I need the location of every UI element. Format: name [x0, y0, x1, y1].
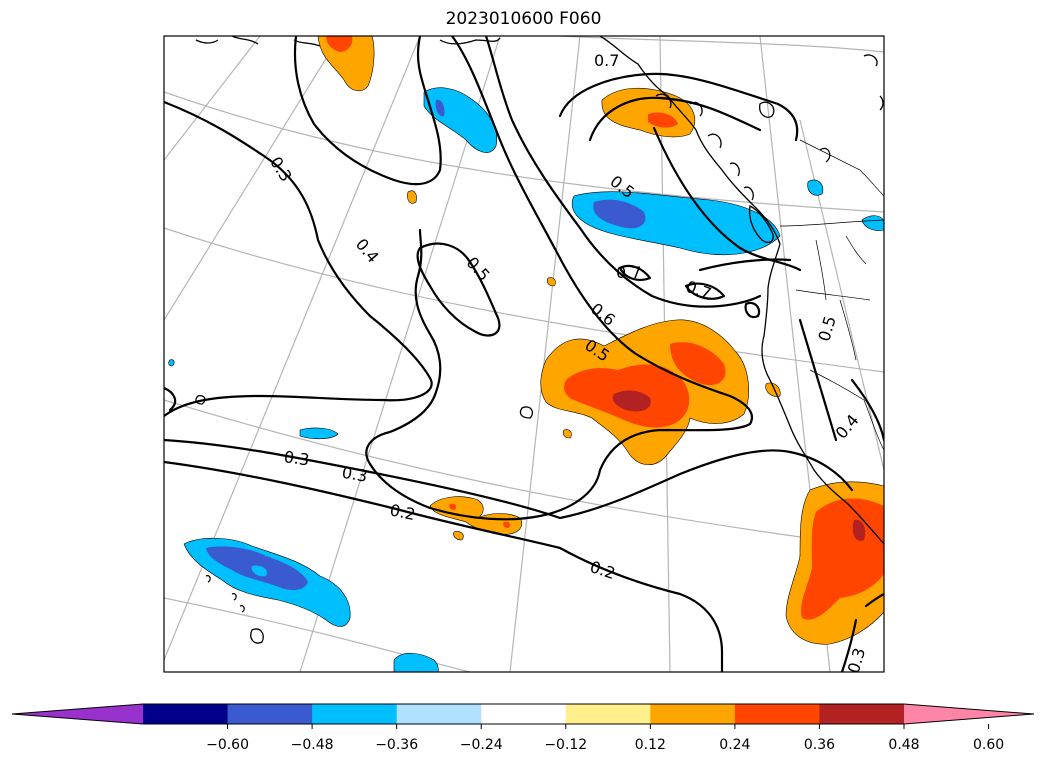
colorbar-ticks: −0.60 −0.48 −0.36 −0.24 −0.12 0.12 0.24 0.36 0.4…: [206, 724, 1004, 753]
colorbar-tick-label: 0.36: [804, 737, 835, 753]
map-title: 2023010600 F060: [445, 9, 602, 29]
shaded-anomalies: [168, 36, 884, 672]
colorbar-segment: [734, 704, 820, 724]
contour-label: 0.5: [814, 314, 839, 344]
colorbar-tick-label: −0.12: [544, 737, 587, 753]
colorbar-segment: [819, 704, 905, 724]
colorbar-segment: [227, 704, 313, 724]
colorbar-segment: [481, 704, 567, 724]
colorbar-tick-label: 0.24: [719, 737, 750, 753]
colorbar: −0.60 −0.48 −0.36 −0.24 −0.12 0.12 0.24 0.36 0.4…: [11, 703, 1035, 753]
colorbar-segment: [650, 704, 736, 724]
colorbar-tick-label: 0.48: [888, 737, 919, 753]
contour-label: 0.3: [283, 447, 311, 469]
map-frame: [163, 35, 885, 673]
colorbar-tick-label: −0.36: [375, 737, 418, 753]
colorbar-segment: [565, 704, 651, 724]
colorbar-tick-label: −0.60: [206, 737, 249, 753]
contour-label: 0.3: [340, 463, 368, 486]
colorbar-segment: [143, 704, 229, 724]
colorbar-segments: [11, 703, 1035, 725]
colorbar-tick-label: 0.60: [973, 737, 1004, 753]
coastlines: [195, 36, 884, 644]
contour-label: 0.2: [588, 557, 618, 583]
political-borders: [779, 139, 884, 451]
contour-label: 0.7: [616, 263, 641, 282]
colorbar-tick-label: −0.48: [291, 737, 334, 753]
colorbar-extend-low: [12, 704, 143, 724]
colorbar-extend-high: [904, 704, 1034, 724]
contour-label: 0.6: [587, 299, 619, 330]
colorbar-segment: [312, 704, 398, 724]
contour-label: 0.2: [388, 500, 417, 524]
map-area: 0.7 0.3 0.4 0.5 0.5 0.6 0.5 0.7 0.7 0.5 …: [164, 36, 884, 672]
contour-lines: [164, 36, 884, 672]
contour-label: 0.4: [352, 235, 383, 267]
colorbar-tick-label: −0.24: [460, 737, 503, 753]
colorbar-tick-label: 0.12: [635, 737, 666, 753]
colorbar-segment: [396, 704, 482, 724]
contour-label: 0.7: [594, 51, 619, 70]
